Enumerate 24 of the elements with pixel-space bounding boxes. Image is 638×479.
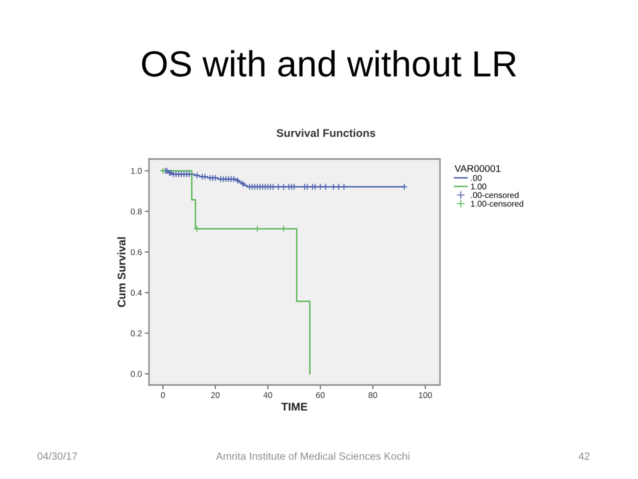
y-tick-label: 1.0	[131, 168, 142, 174]
legend-label: 1.00	[471, 184, 486, 190]
x-tick-label: 20	[211, 392, 220, 398]
text: 04/30/17	[37, 452, 78, 460]
x-tick-label: 100	[418, 392, 432, 398]
legend-label: .00	[471, 174, 482, 181]
legend-label: .00-censored	[471, 192, 518, 198]
y-tick-label: 0.2	[130, 330, 142, 336]
x-tick-label: 80	[368, 392, 378, 398]
x-tick-label: 40	[263, 392, 272, 398]
y-tick-label: 0.4	[130, 290, 142, 296]
y-axis-title: Cum Survival	[117, 237, 126, 308]
y-tick-label: 0.6	[130, 249, 142, 256]
chart-subtitle: Survival Functions	[276, 128, 376, 137]
x-tick-label: 0	[160, 392, 165, 398]
legend-title: VAR00001	[454, 165, 500, 172]
chart-title: OS with and without LR	[142, 50, 516, 77]
text: 42	[578, 452, 590, 460]
x-tick-label: 60	[316, 392, 325, 398]
legend-label: 1.00-censored	[471, 200, 524, 207]
y-tick-label: 0.0	[130, 371, 142, 377]
x-axis-title: TIME	[281, 402, 308, 411]
text: Amrita Institute of Medical Sciences Kochi	[216, 452, 410, 460]
y-tick-label: 0.8	[130, 208, 142, 214]
